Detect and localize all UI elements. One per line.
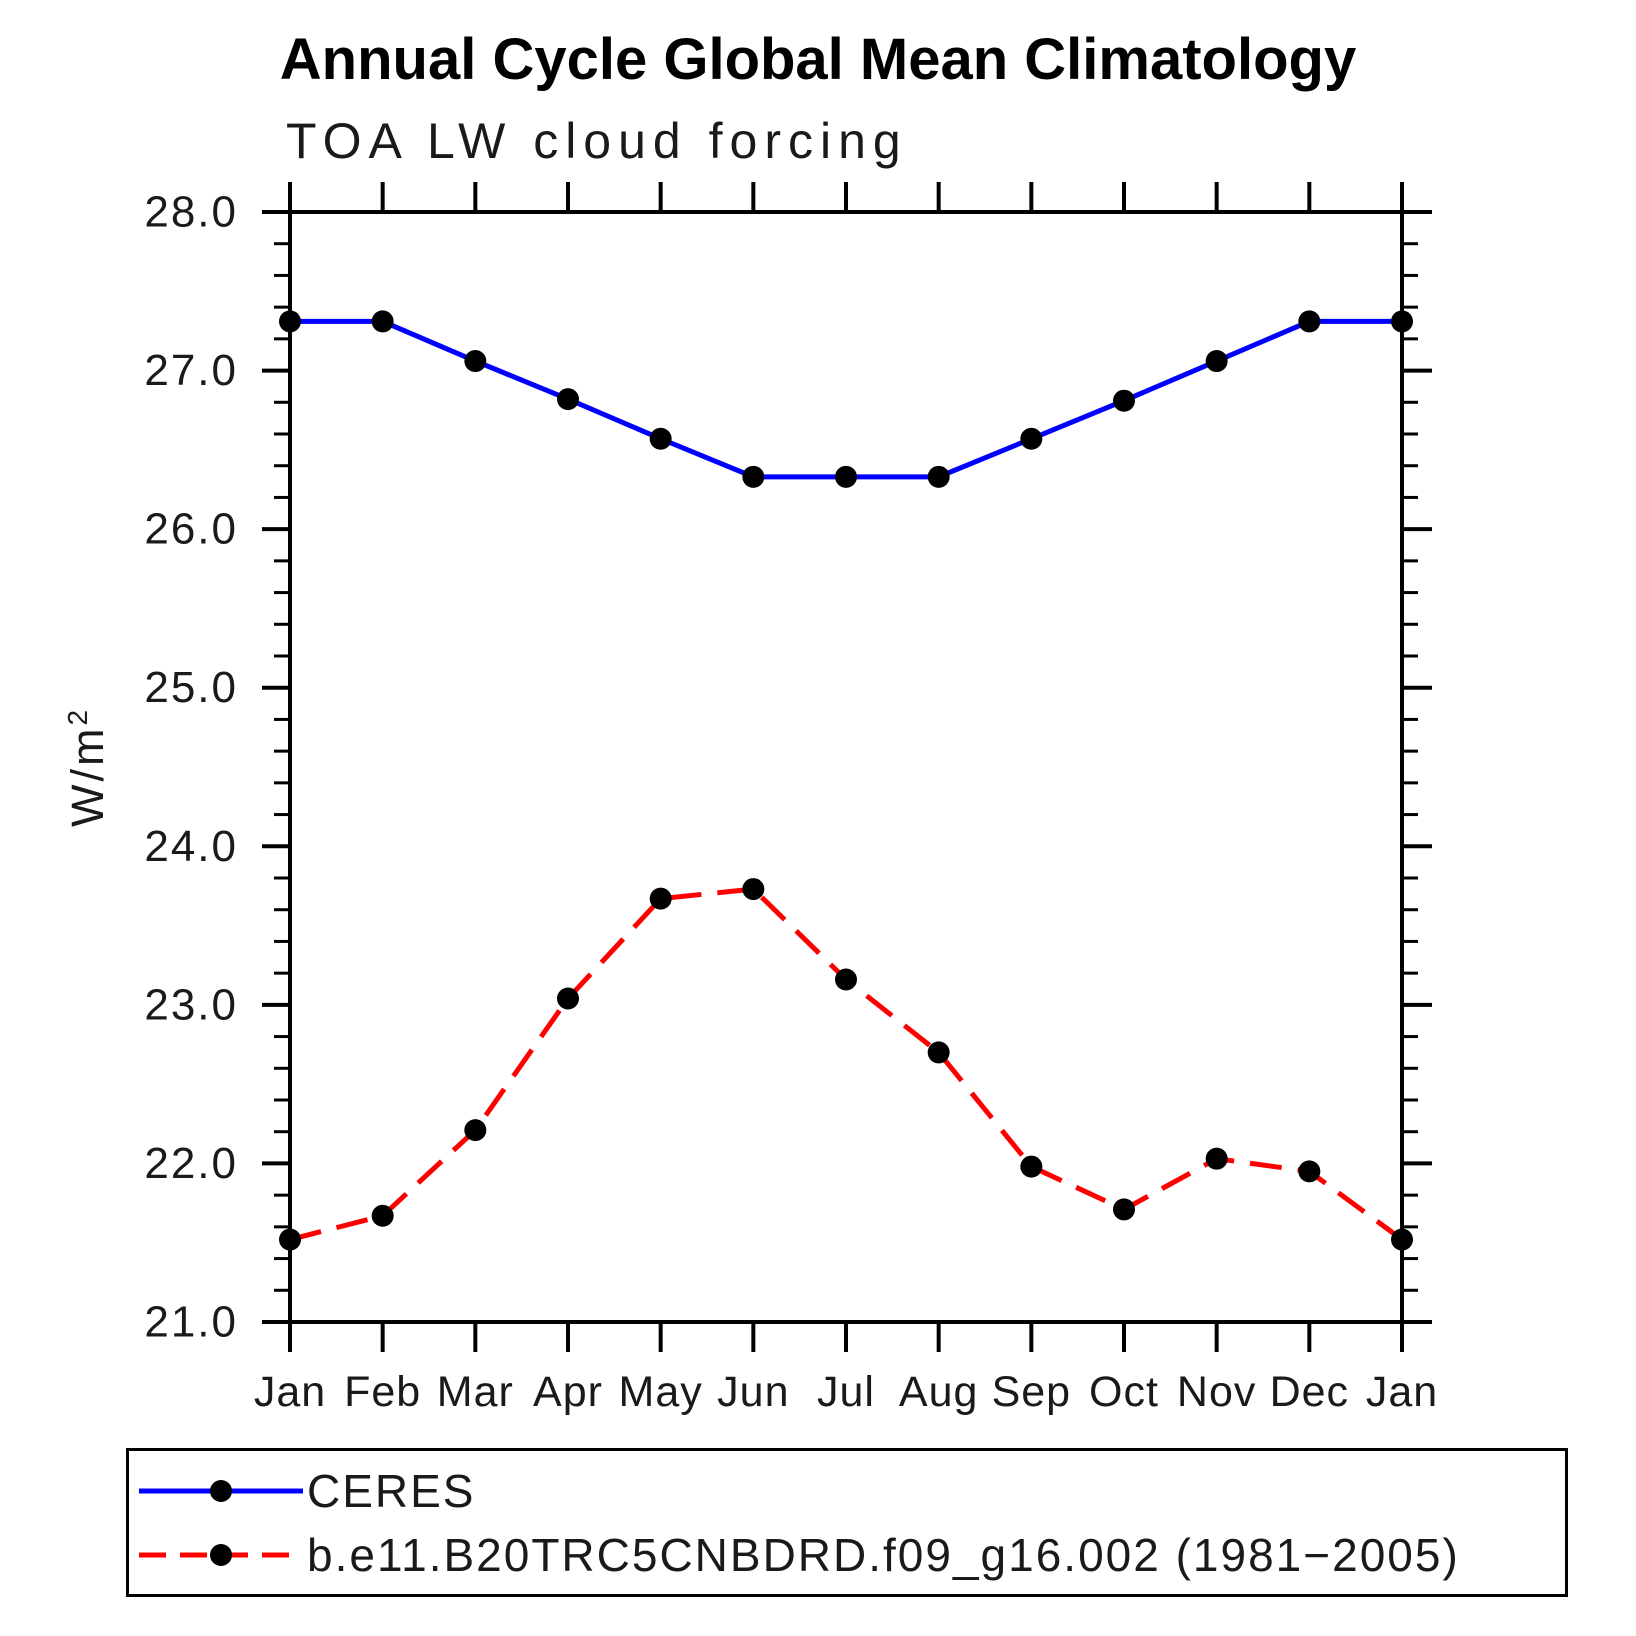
data-point-marker: [835, 968, 857, 991]
data-point-marker: [557, 388, 579, 411]
data-point-marker: [279, 310, 301, 333]
data-point-marker: [464, 350, 487, 373]
legend-marker-icon: [210, 1480, 232, 1502]
legend-label-ceres: CERES: [307, 1465, 476, 1517]
data-point-marker: [1020, 1155, 1043, 1178]
x-tick-label: Oct: [1089, 1368, 1159, 1416]
y-tick-label: 26.0: [144, 505, 238, 554]
x-tick-label: Jul: [817, 1368, 875, 1416]
data-point-marker: [649, 427, 672, 450]
legend-marker-icon: [210, 1544, 232, 1566]
data-point-marker: [1391, 310, 1413, 333]
data-point-marker: [279, 1228, 301, 1251]
x-tick-label: Nov: [1177, 1368, 1256, 1416]
x-tick-label: Sep: [992, 1368, 1072, 1416]
ceres-series-line: [290, 318, 1402, 480]
chart-subtitle: TOA LW cloud forcing: [286, 113, 908, 169]
data-point-marker: [1391, 1228, 1413, 1251]
data-point-marker: [371, 310, 394, 333]
x-tick-label: Apr: [533, 1368, 603, 1416]
x-tick-label: Jan: [1366, 1368, 1438, 1416]
data-point-marker: [1020, 427, 1043, 450]
data-point-marker: [1205, 350, 1228, 373]
page-title: Annual Cycle Global Mean Climatology: [279, 27, 1357, 92]
data-point-marker: [927, 465, 950, 488]
data-point-marker: [1298, 310, 1321, 333]
data-point-marker: [371, 1204, 394, 1227]
legend-item-ceres: CERES: [135, 1465, 476, 1517]
ceres-line-sample: [139, 1480, 303, 1502]
data-point-marker: [742, 465, 765, 488]
x-tick-label: Mar: [437, 1368, 514, 1416]
data-point-marker: [649, 887, 672, 910]
data-point-marker: [927, 1041, 950, 1064]
data-point-marker: [464, 1119, 487, 1142]
legend-item-model: b.e11.B20TRC5CNBDRD.f09_g16.002 (1981−20…: [135, 1529, 1460, 1581]
data-point-marker: [835, 465, 857, 488]
data-point-marker: [1298, 1160, 1321, 1183]
y-tick-label: 22.0: [144, 1139, 238, 1188]
data-point-marker: [557, 987, 579, 1010]
plot-border: [288, 210, 1404, 1324]
x-tick-label: Dec: [1270, 1368, 1349, 1416]
x-tick-label: Aug: [899, 1368, 979, 1416]
y-tick-label: 28.0: [144, 188, 238, 237]
legend-label-model: b.e11.B20TRC5CNBDRD.f09_g16.002 (1981−20…: [307, 1529, 1460, 1581]
data-point-marker: [742, 878, 765, 901]
data-point-marker: [1113, 389, 1135, 412]
y-tick-label: 23.0: [144, 980, 238, 1029]
x-tick-label: Jun: [717, 1368, 789, 1416]
y-tick-label: 24.0: [144, 822, 238, 871]
model-line-sample: [139, 1544, 303, 1566]
model-series-line: [289, 886, 1404, 1242]
y-tick-label: 27.0: [144, 346, 238, 395]
y-tick-label: 21.0: [144, 1298, 238, 1347]
x-tick-label: May: [619, 1368, 703, 1416]
x-tick-label: Jan: [254, 1368, 326, 1416]
x-tick-label: Feb: [344, 1368, 421, 1416]
y-tick-label: 25.0: [144, 663, 238, 712]
data-point-marker: [1113, 1198, 1135, 1221]
legend-box: CERES b.e11.B20TRC5CNBDRD.f09_g16.002 (1…: [126, 1448, 1568, 1597]
data-point-marker: [1205, 1147, 1228, 1170]
